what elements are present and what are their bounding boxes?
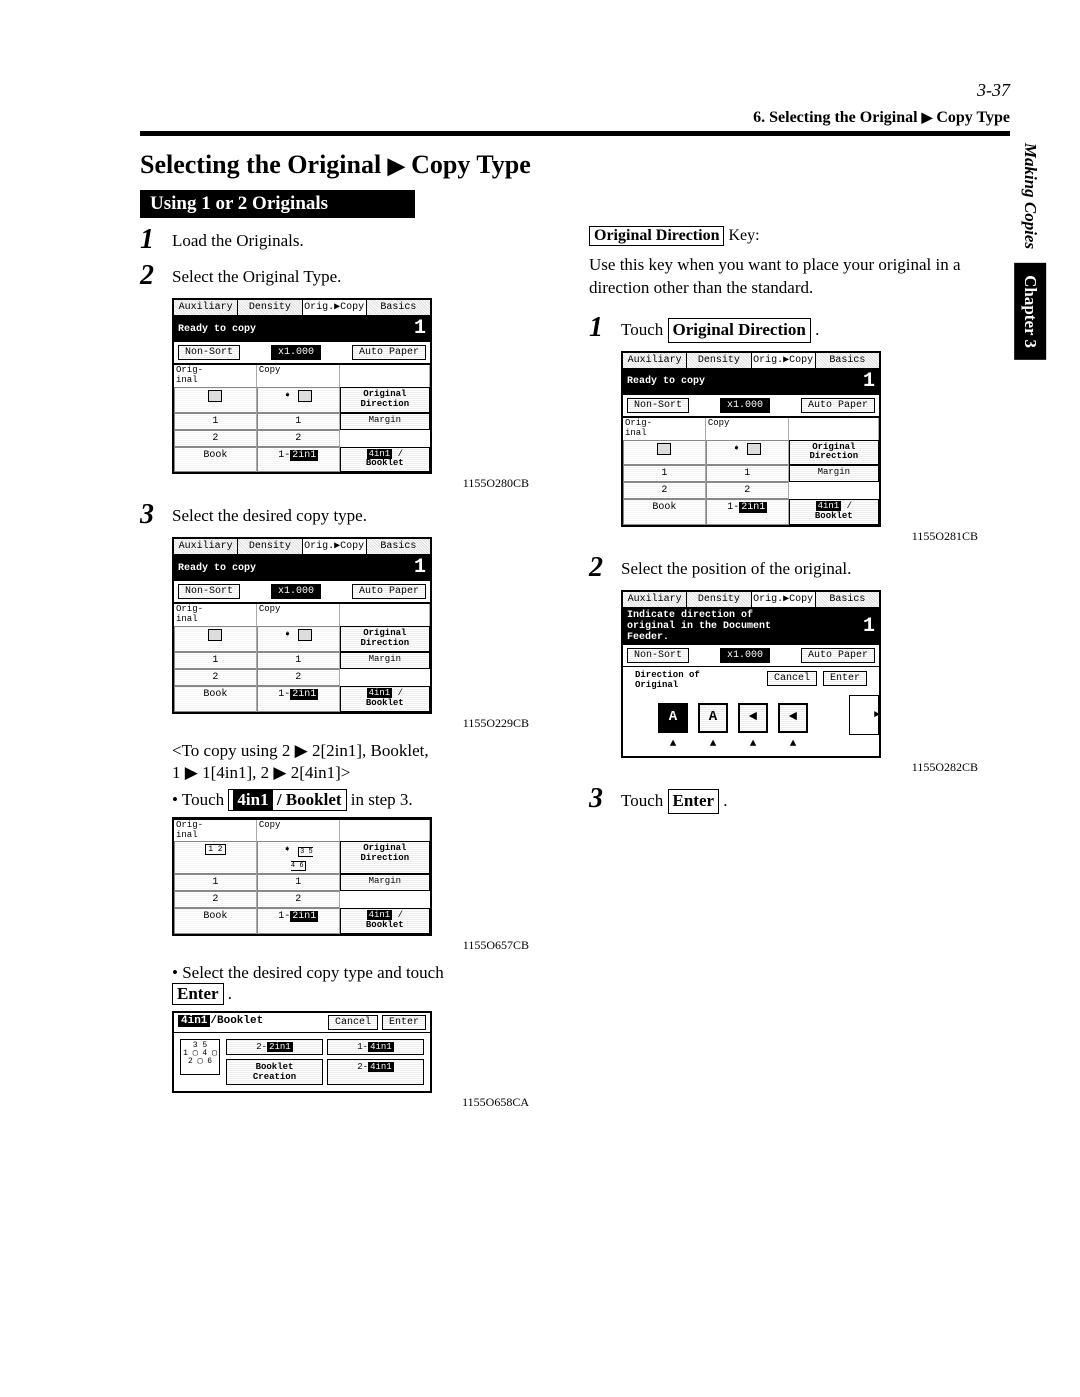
- step-text: Select the position of the original.: [621, 554, 1010, 581]
- step-number: 1: [589, 314, 611, 342]
- step-text: Touch Enter .: [621, 785, 1010, 814]
- lcd-panel-3: Orig- inalCopy1 2➧ 3 54 6Original Direct…: [172, 817, 561, 936]
- lcd-panel-5: AuxiliaryDensityOrig.▶CopyBasicsReady to…: [621, 351, 1010, 527]
- step-number: 2: [589, 554, 611, 582]
- paragraph-text: Use this key when you want to place your…: [589, 254, 1010, 300]
- bullet-text: • Touch 4in1 / Booklet in step 3.: [172, 789, 561, 811]
- step-text: Load the Originals.: [172, 226, 561, 253]
- right-column: Original Direction Key: Use this key whe…: [589, 226, 1010, 1120]
- lcd-panel-6: AuxiliaryDensityOrig.▶CopyBasicsIndicate…: [621, 590, 1010, 758]
- lcd-panel-2: AuxiliaryDensityOrig.▶CopyBasicsReady to…: [172, 537, 561, 713]
- step-text: Touch Original Direction .: [621, 314, 1010, 343]
- panel-caption: 1155O281CB: [589, 529, 978, 544]
- step-number: 1: [140, 226, 162, 254]
- panel-caption: 1155O657CB: [140, 938, 529, 953]
- subsection-header: Using 1 or 2 Originals: [140, 190, 415, 218]
- note-text: 1 ▶ 1[4in1], 2 ▶ 2[4in1]>: [172, 763, 561, 783]
- section-title: Selecting the Original ▶ Copy Type: [140, 150, 1010, 180]
- panel-caption: 1155O280CB: [140, 476, 529, 491]
- step-number: 3: [140, 501, 162, 529]
- left-column: 1 Load the Originals. 2 Select the Origi…: [140, 226, 561, 1120]
- panel-caption: 1155O658CA: [140, 1095, 529, 1110]
- step-number: 3: [589, 785, 611, 813]
- step-number: 2: [140, 262, 162, 290]
- running-header: 6. Selecting the Original ▶ Copy Type: [140, 109, 1010, 127]
- bullet-text: • Select the desired copy type and touch…: [172, 963, 561, 1005]
- page-number: 3-37: [140, 80, 1010, 101]
- lcd-panel-1: AuxiliaryDensityOrig.▶CopyBasicsReady to…: [172, 298, 561, 474]
- header-rule: [140, 131, 1010, 136]
- step-text: Select the Original Type.: [172, 262, 561, 289]
- note-text: <To copy using 2 ▶ 2[2in1], Booklet,: [172, 741, 561, 761]
- key-label: Original Direction: [589, 226, 724, 246]
- side-section-label: Making Copies: [1020, 143, 1040, 249]
- side-chapter-label: Chapter 3: [1014, 263, 1046, 360]
- step-text: Select the desired copy type.: [172, 501, 561, 528]
- panel-caption: 1155O282CB: [589, 760, 978, 775]
- panel-caption: 1155O229CB: [140, 716, 529, 731]
- key-label-suffix: Key:: [728, 227, 759, 244]
- lcd-panel-4: 4in1/BookletCancelEnter3 51 ▢ 4 ▢2 ▢ 62-…: [172, 1011, 561, 1093]
